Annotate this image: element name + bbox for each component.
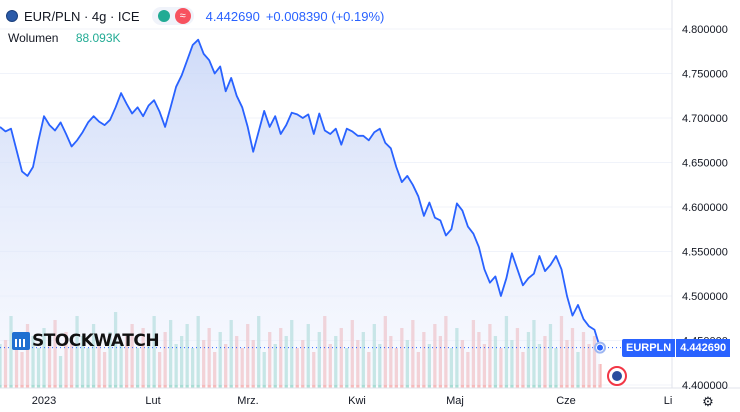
- x-tick-label: Mrz.: [237, 395, 258, 407]
- x-tick-label: Kwi: [348, 395, 366, 407]
- gear-icon[interactable]: ⚙: [702, 394, 714, 409]
- volume-label: Wolumen: [8, 31, 59, 45]
- change-readout: +0.008390 (+0.19%): [265, 8, 385, 24]
- y-tick-label: 4.750000: [682, 69, 728, 81]
- symbol-title[interactable]: EUR/PLN · 4g · ICE: [24, 8, 140, 24]
- status-pill[interactable]: ≈: [151, 7, 194, 25]
- market-open-icon: [157, 10, 170, 22]
- y-tick-label: 4.400000: [682, 380, 728, 392]
- y-tick-label: 4.650000: [682, 158, 728, 170]
- x-tick-label: Lut: [145, 395, 160, 407]
- chart-header: EUR/PLN · 4g · ICE ≈ 4.442690 +0.008390 …: [6, 6, 384, 26]
- x-tick-label: Li: [664, 395, 673, 407]
- price-area-fill: [0, 39, 600, 385]
- stockwatch-logo: STOCKWATCH: [12, 330, 160, 352]
- price-readout: 4.442690: [205, 8, 260, 24]
- last-point: [597, 344, 603, 351]
- logo-icon: [12, 332, 30, 350]
- y-tick-label: 4.800000: [682, 24, 728, 36]
- y-tick-label: 4.700000: [682, 113, 728, 125]
- x-tick-label: Maj: [446, 395, 464, 407]
- globe-icon[interactable]: [6, 10, 18, 22]
- last-price-tag: EURPLN 4.442690: [622, 339, 731, 357]
- y-tick-label: 4.550000: [682, 247, 728, 259]
- target-icon[interactable]: [607, 366, 627, 386]
- x-tick-label: 2023: [32, 395, 56, 407]
- y-tick-label: 4.600000: [682, 202, 728, 214]
- price-tag-value: 4.442690: [675, 339, 731, 357]
- logo-text: STOCKWATCH: [32, 331, 160, 351]
- y-tick-label: 4.500000: [682, 291, 728, 303]
- volume-legend: Wolumen 88.093K: [8, 31, 121, 45]
- volume-value: 88.093K: [75, 31, 121, 45]
- price-tag-symbol: EURPLN: [622, 339, 676, 357]
- x-tick-label: Cze: [556, 395, 576, 407]
- price-line: [0, 38, 601, 348]
- price-area: [0, 38, 672, 385]
- wave-icon: ≈: [174, 8, 191, 24]
